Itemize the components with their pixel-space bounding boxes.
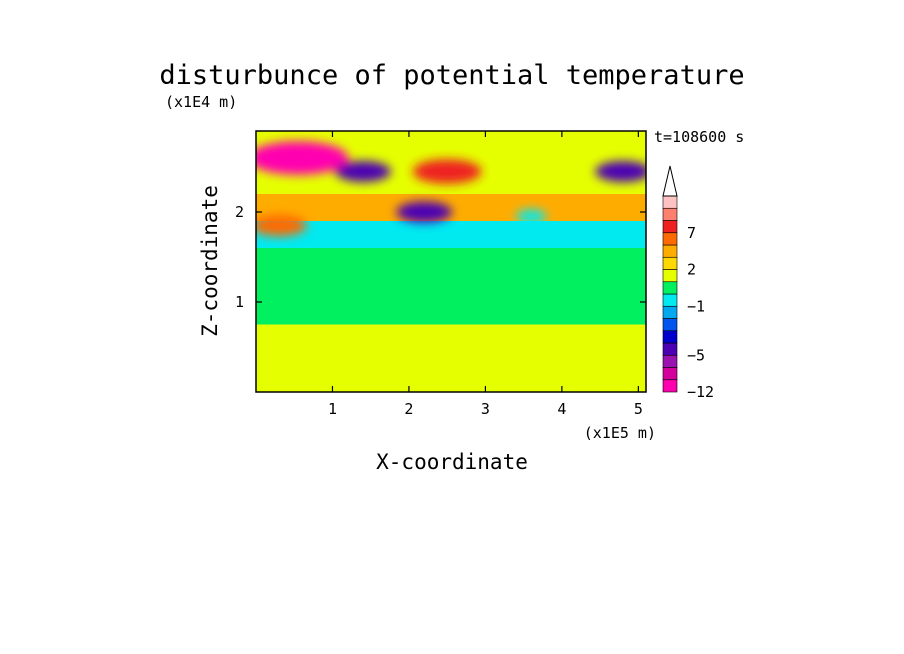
y-unit-label: (x1E4 m) [165,93,237,111]
x-tick-label: 3 [481,400,490,418]
colorbar-cell [662,330,678,344]
colorbar-cell [662,318,678,332]
colorbar-label: −1 [687,297,705,315]
contour-band [256,248,646,325]
x-axis-ticks: 1 2 3 4 5 [328,131,643,418]
y-tick-label: 1 [235,293,244,311]
contour-band [256,194,646,221]
plot-frame [255,130,647,393]
colorbar-label: −12 [687,383,714,401]
contour-band [256,221,646,248]
colorbar-cell [662,244,678,258]
x-tick-label: 5 [634,400,643,418]
colorbar-cell [662,281,678,295]
colorbar-cell [662,207,678,221]
contour-feature [335,161,392,182]
colorbar-cell [662,305,678,319]
y-tick-label: 2 [235,203,244,221]
colorbar-cell [662,379,678,393]
chart-title: disturbunce of potential temperature [159,60,744,91]
y-axis-ticks: 12 [235,203,646,311]
contour-feature [256,141,349,175]
feature-layer [256,141,646,236]
colorbar-label: −5 [687,346,705,364]
contour-feature [516,209,547,224]
x-tick-label: 4 [557,400,566,418]
colorbar-label: 2 [687,261,696,279]
x-axis-label: X-coordinate [376,450,528,474]
contour-band [256,324,646,392]
x-tick-label: 1 [328,400,337,418]
colorbar-cell [662,220,678,234]
x-unit-label: (x1E5 m) [584,424,656,442]
contour-feature [256,215,307,236]
colorbar-cell [662,342,678,356]
x-tick-label: 2 [404,400,413,418]
colorbar-cell [662,195,678,209]
colorbar-labels: −12−5−127 [687,224,714,401]
contour-feature [595,161,646,182]
colorbar-cells [662,165,678,393]
colorbar-cell [662,354,678,368]
y-axis-label: Z-coordinate [198,185,222,337]
colorbar-label: 7 [687,224,696,242]
contour-feature [412,159,482,184]
colorbar-cell [662,232,678,246]
colorbar: −12−5−127 [662,165,714,401]
contour-field [256,131,646,392]
time-label: t=108600 s [654,128,744,146]
colorbar-cell [662,269,678,283]
contour-feature [396,201,453,223]
colorbar-extend-arrow [662,165,678,197]
colorbar-cell [662,256,678,270]
colorbar-cell [662,293,678,307]
colorbar-cell [662,367,678,381]
